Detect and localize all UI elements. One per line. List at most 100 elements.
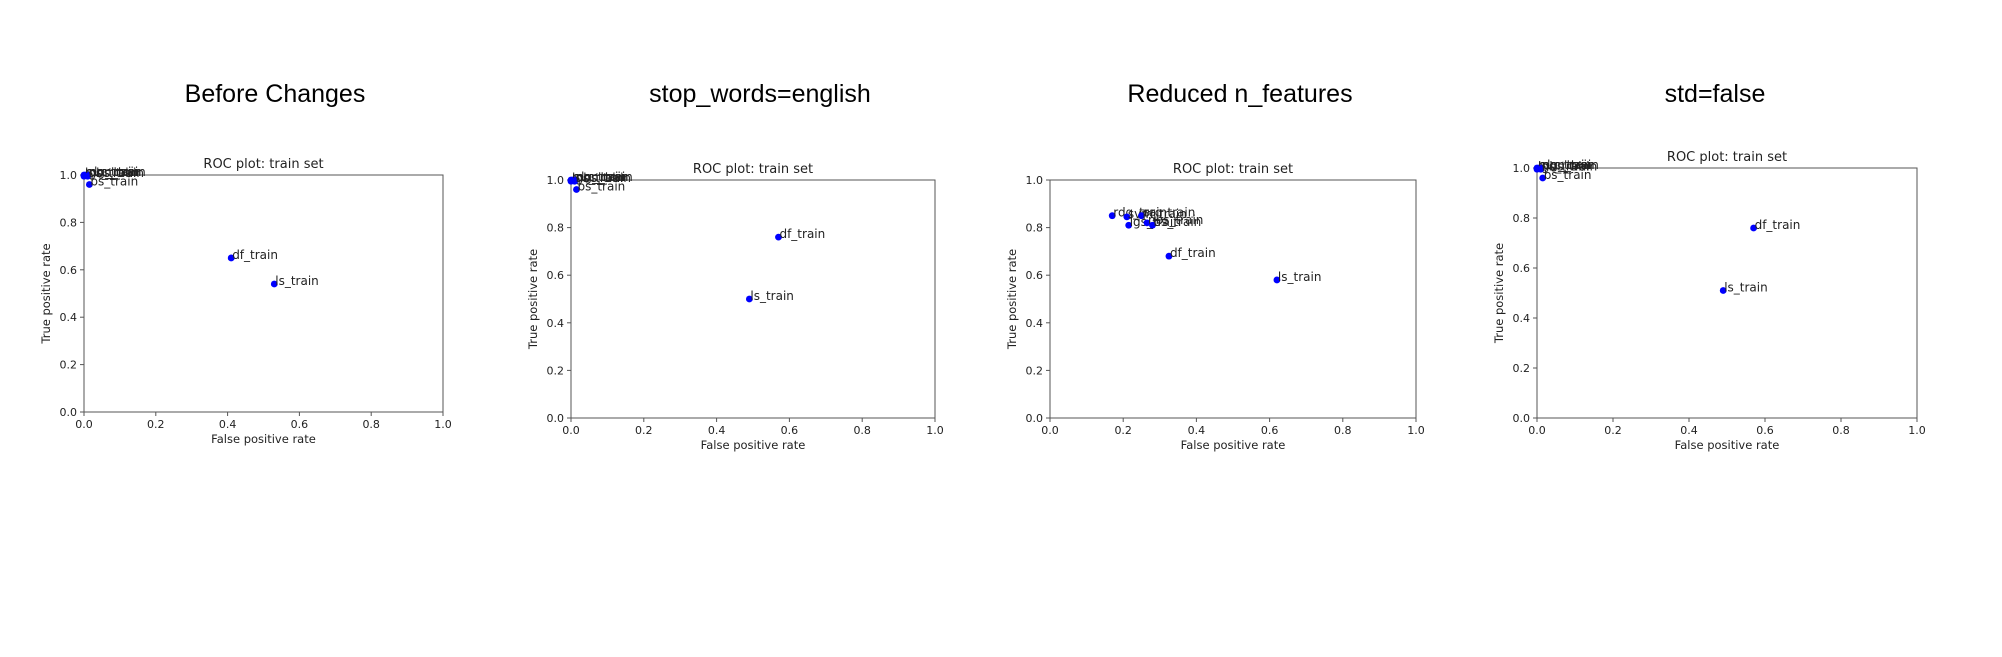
x-tick-label: 0.0 <box>1041 424 1059 437</box>
panel-before-changes: Before Changes ROC plot: train set 0.0 0.2… <box>39 0 510 657</box>
x-tick-label: 1.0 <box>434 418 452 431</box>
x-tick-label: 0.0 <box>562 424 580 437</box>
data-point <box>1750 224 1757 232</box>
data-point-label: nbs_train <box>1542 159 1597 173</box>
data-point <box>745 295 753 303</box>
data-point <box>1143 219 1151 227</box>
y-tick-label: 0.0 <box>1026 412 1044 425</box>
x-axis-label: False positive rate <box>701 438 806 452</box>
y-tick-label: 0.2 <box>1026 364 1044 377</box>
y-axis-label: True positive rate <box>39 243 53 344</box>
x-tick-label: 0.2 <box>1114 424 1132 437</box>
y-axis-label: True positive rate <box>1005 249 1019 350</box>
x-tick-label: 0.4 <box>708 424 726 437</box>
data-point <box>1123 213 1131 221</box>
x-tick-label: 0.6 <box>1756 424 1774 437</box>
data-point <box>84 172 91 180</box>
data-point <box>1125 221 1133 229</box>
panel-heading: Reduced n_features <box>1127 80 1353 108</box>
panel-heading: stop_words=english <box>649 80 871 108</box>
y-tick-label: 0.8 <box>1513 212 1531 225</box>
y-tick-label: 0.6 <box>1513 262 1531 275</box>
data-point-label: lgs_train <box>85 166 136 180</box>
y-tick-label: 0.8 <box>547 222 565 235</box>
data-point-label: prc_train <box>576 170 629 184</box>
roc-chart-std-false: ROC plot: train set 0.0 0.2 0.4 0.6 0.8 1.0 0.0… <box>1492 150 1926 452</box>
y-tick-label: 0.6 <box>60 264 78 277</box>
y-tick-label: 0.8 <box>1026 222 1044 235</box>
y-tick-label: 1.0 <box>60 169 78 182</box>
roc-chart-reduced-n-features: ROC plot: train set 0.0 0.2 0.4 0.6 0.8 1.0 0.0… <box>1005 162 1425 452</box>
y-tick-label: 0.4 <box>1026 317 1044 330</box>
data-point-label: svm_train <box>1540 158 1599 172</box>
panel-stop-words-english: stop_words=english ROC plot: train set 0.… <box>520 0 1000 657</box>
data-point-label: nbs_train <box>89 166 144 180</box>
data-point <box>1273 276 1281 284</box>
x-tick-label: 0.4 <box>1680 424 1698 437</box>
data-point-label: nbs_train <box>1148 213 1203 227</box>
plot-title: ROC plot: train set <box>203 157 323 172</box>
y-tick-label: 1.0 <box>547 174 565 187</box>
data-point-label: rdg_train <box>1538 158 1592 172</box>
x-tick-label: 0.6 <box>1261 424 1279 437</box>
data-point <box>1539 174 1547 182</box>
y-tick-label: 0.2 <box>547 364 565 377</box>
y-tick-label: 0.4 <box>1513 312 1531 325</box>
y-tick-label: 1.0 <box>1513 162 1531 175</box>
data-point-label: ls_train <box>275 274 319 288</box>
data-point-label: df_train <box>779 227 825 241</box>
data-point-label: ls_train <box>1278 270 1322 284</box>
x-axis-label: False positive rate <box>1181 438 1286 452</box>
data-point-label: prc_train <box>1542 158 1595 172</box>
panel-heading: Before Changes <box>184 80 366 108</box>
data-point <box>571 177 579 185</box>
y-tick-label: 0.0 <box>1513 412 1531 425</box>
plot-title: ROC plot: train set <box>1173 162 1293 177</box>
y-tick-label: 0.4 <box>547 317 565 330</box>
roc-chart-before-changes: ROC plot: train set 0.0 0.2 0.4 0.6 0.8 1.0 0.0… <box>39 157 452 446</box>
plot-frame <box>1536 167 1918 419</box>
data-point <box>1108 212 1116 220</box>
data-point-label: nbs_train <box>576 171 631 185</box>
data-point <box>227 254 235 262</box>
data-point-label: bs_train <box>577 180 625 194</box>
x-tick-label: 1.0 <box>926 424 944 437</box>
data-point-label: bs_train <box>1544 168 1592 182</box>
x-tick-label: 0.4 <box>219 418 237 431</box>
y-tick-label: 0.6 <box>1026 269 1044 282</box>
data-point <box>270 280 278 288</box>
plot-frame <box>83 174 444 413</box>
roc-chart-stop-words-english: ROC plot: train set 0.0 0.2 0.4 0.6 0.8 1.0 0.0… <box>526 162 944 452</box>
data-point <box>573 186 580 193</box>
panel-std-false: std=false ROC plot: train set 0.0 0.2 0.4 0.… <box>1480 0 1950 657</box>
y-tick-label: 0.8 <box>60 216 78 229</box>
data-point <box>1165 252 1173 260</box>
panel-reduced-n-features: Reduced n_features ROC plot: train set 0.… <box>1000 0 1480 657</box>
y-axis-label: True positive rate <box>1492 243 1506 344</box>
data-point-label: svm_train <box>574 170 633 184</box>
data-point <box>85 181 93 188</box>
data-point-label: df_train <box>1170 246 1216 260</box>
y-tick-label: 0.0 <box>60 406 78 419</box>
data-point-label: df_train <box>1755 218 1801 232</box>
plot-frame <box>570 179 936 419</box>
x-tick-label: 0.4 <box>1188 424 1206 437</box>
plot-frame <box>1049 179 1417 419</box>
y-tick-label: 0.0 <box>547 412 565 425</box>
y-tick-label: 0.6 <box>547 269 565 282</box>
data-point-label: rdg_train <box>85 165 139 179</box>
data-point <box>1149 221 1156 229</box>
data-point-label: prc_train <box>89 165 142 179</box>
x-axis-label: False positive rate <box>211 432 316 446</box>
data-point <box>775 233 782 241</box>
data-point-label: ls_train <box>1724 281 1768 295</box>
x-tick-label: 0.6 <box>781 424 799 437</box>
data-point-label: lgs_train <box>1130 215 1181 229</box>
data-point-label: df_train <box>232 248 278 262</box>
x-tick-label: 0.6 <box>291 418 309 431</box>
x-tick-label: 1.0 <box>1407 424 1425 437</box>
y-tick-label: 0.2 <box>60 359 78 372</box>
x-tick-label: 0.8 <box>1832 424 1850 437</box>
plot-title: ROC plot: train set <box>693 162 813 177</box>
plot-title: ROC plot: train set <box>1667 150 1787 165</box>
